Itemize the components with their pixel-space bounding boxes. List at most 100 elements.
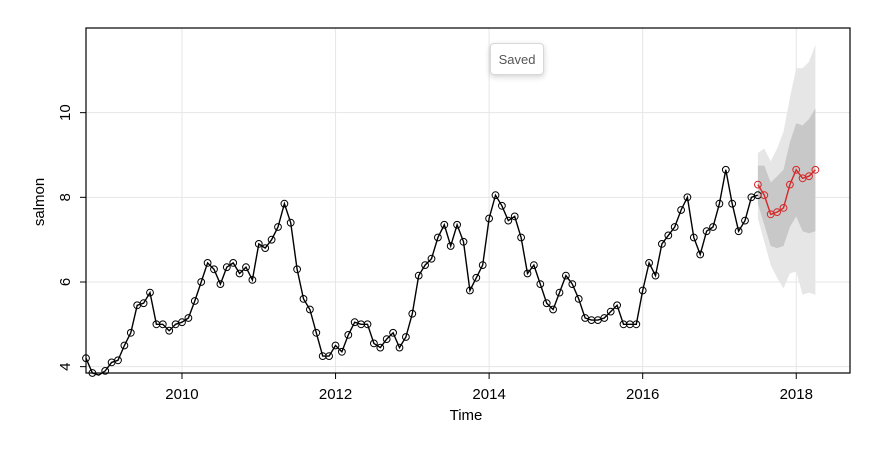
x-axis-label: Time [450, 407, 483, 424]
history-point [286, 218, 295, 227]
history-point [600, 314, 609, 322]
history-point [165, 326, 174, 335]
history-point [120, 341, 129, 350]
history-point [466, 286, 474, 295]
plot-frame [85, 27, 851, 374]
history-point [491, 191, 500, 200]
history-point [235, 269, 244, 278]
history-point [248, 276, 257, 284]
y-tick-label: 4 [57, 362, 74, 370]
history-point [498, 201, 506, 210]
history-point [299, 295, 308, 303]
history-point [536, 280, 545, 289]
saved-toast[interactable]: Saved [490, 43, 544, 75]
history-point [338, 347, 346, 356]
history-point [555, 288, 564, 297]
y-tick-label: 10 [57, 104, 74, 121]
history-point [242, 263, 250, 272]
history-point [158, 320, 167, 329]
history-point [408, 309, 417, 318]
history-point [696, 250, 705, 259]
forecast-point [754, 180, 762, 189]
forecast-point [792, 165, 801, 174]
history-point [178, 318, 186, 327]
history-point [670, 223, 679, 231]
x-tick-label: 2014 [472, 386, 505, 403]
forecast-point [811, 165, 820, 174]
history-point [664, 231, 673, 240]
history-point [542, 299, 551, 308]
history-point [216, 280, 225, 289]
history-point [306, 305, 314, 314]
history-point [715, 199, 724, 208]
history-point [395, 343, 404, 352]
grid-lines [86, 28, 850, 373]
history-point [504, 216, 513, 225]
history-point [453, 220, 462, 229]
history-point [478, 261, 487, 270]
history-point [363, 320, 372, 329]
history-point [485, 214, 494, 223]
history-point [562, 271, 570, 280]
history-point [613, 301, 621, 310]
x-tick-label: 2010 [165, 386, 198, 403]
history-point [114, 356, 122, 365]
history-point [651, 271, 660, 280]
y-axis: 4 6 8 10 [57, 104, 86, 371]
history-point [530, 261, 538, 270]
history-point [280, 199, 289, 208]
x-tick-label: 2016 [626, 386, 659, 403]
history-point [184, 314, 193, 322]
history-point [139, 299, 148, 308]
history-point [549, 305, 557, 314]
history-point [402, 333, 410, 341]
history-point [197, 278, 206, 286]
history-point [741, 216, 749, 225]
history-point [344, 331, 353, 339]
history-point [721, 165, 730, 174]
history-point [331, 341, 340, 350]
history-point [632, 320, 641, 329]
history-point [677, 206, 685, 214]
history-point [203, 259, 212, 267]
history-point [389, 328, 398, 337]
history-point [574, 295, 583, 303]
history-point [229, 259, 238, 267]
history-line [85, 169, 759, 376]
forecast-point [805, 172, 813, 181]
history-point [267, 235, 276, 244]
history-point [370, 339, 378, 348]
x-tick-label: 2012 [319, 386, 352, 403]
history-point [510, 212, 519, 221]
history-point [523, 269, 532, 278]
history-point [689, 233, 698, 242]
history-point [434, 233, 442, 242]
history-point [414, 271, 423, 280]
x-tick-label: 2018 [780, 386, 813, 403]
history-point [459, 237, 468, 246]
history-point [606, 307, 615, 316]
history-point [190, 297, 199, 305]
history-point [376, 343, 385, 352]
forecast-point [773, 208, 781, 217]
history-point [728, 199, 737, 208]
history-point [709, 223, 717, 231]
history-point [446, 242, 455, 250]
forecast-point [779, 204, 788, 212]
history-point [325, 352, 334, 361]
history-point [421, 261, 430, 270]
series-lines [85, 168, 816, 376]
y-tick-label: 6 [57, 278, 74, 286]
history-point [472, 273, 481, 282]
history-point [568, 280, 577, 289]
history-point [293, 265, 302, 274]
history-point [427, 254, 436, 263]
history-point [702, 227, 711, 236]
history-point [210, 265, 218, 274]
forecast-point [786, 180, 794, 189]
history-point [101, 367, 110, 375]
history-point [638, 286, 647, 295]
y-tick-label: 8 [57, 193, 74, 201]
history-point [440, 220, 449, 229]
